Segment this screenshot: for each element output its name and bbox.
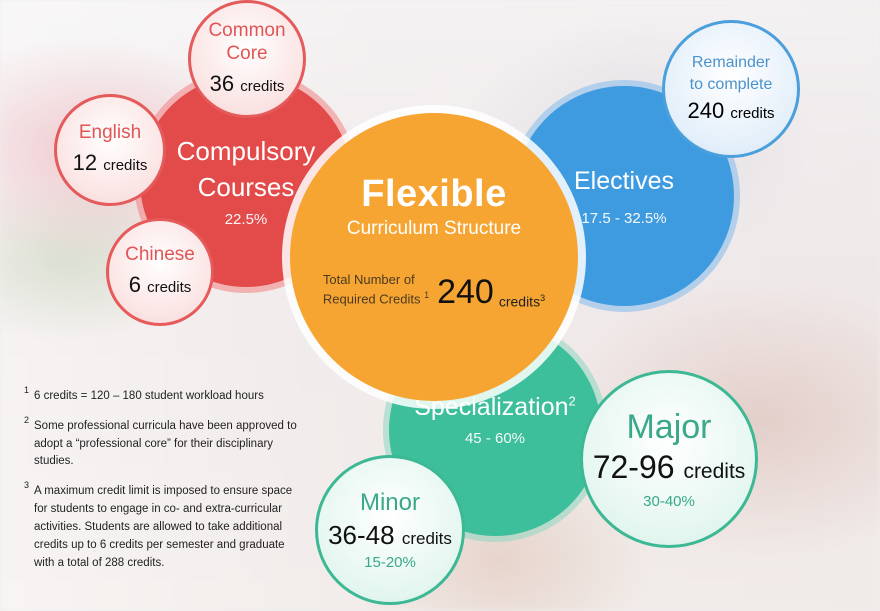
common-core-credits: 36 credits	[210, 70, 285, 99]
center-title: Flexible	[361, 172, 507, 215]
minor-percent: 15-20%	[364, 554, 416, 572]
footnote-2-number: 2	[24, 414, 30, 425]
electives-percent: 17.5 - 32.5%	[581, 210, 667, 228]
remainder-credit-value: 240	[687, 98, 725, 124]
major-percent: 30-40%	[643, 492, 695, 510]
total-unit-footnote-ref: 3	[540, 292, 546, 303]
chinese-credit-value: 6	[128, 272, 141, 298]
common-core-credit-unit: credits	[240, 77, 285, 95]
electives-title: Electives	[573, 166, 675, 195]
total-label-footnote-ref: 1	[424, 290, 430, 301]
remainder-credits: 240 credits	[687, 97, 774, 126]
total-credits-unit-wrap: credits3	[499, 293, 545, 310]
english-credits: 12 credits	[73, 149, 148, 178]
compulsory-title-line1: Compulsory	[176, 136, 316, 167]
compulsory-title-line2: Courses	[197, 171, 295, 202]
total-label-line1: Total Number of	[322, 271, 415, 287]
total-credits-unit: credits	[498, 293, 541, 310]
total-credits-row: Total Number of Required Credits 1 240 c…	[323, 270, 545, 309]
footnote-1-number: 1	[24, 385, 30, 395]
common-core-title: Common Core	[208, 19, 286, 64]
minor-credit-value: 36-48	[328, 519, 395, 550]
major-credits: 72-96 credits	[593, 447, 746, 489]
major-title: Major	[626, 408, 712, 447]
english-circle: English 12 credits	[54, 94, 166, 206]
total-label-line2-wrap: Required Credits 1	[323, 289, 429, 309]
footnote-3-number: 3	[24, 480, 30, 491]
chinese-title: Chinese	[125, 244, 195, 266]
remainder-circle: Remainder to complete 240 credits	[662, 20, 800, 158]
major-circle: Major 72-96 credits 30-40%	[580, 370, 758, 548]
major-credit-unit: credits	[683, 460, 746, 484]
common-core-circle: Common Core 36 credits	[188, 0, 306, 118]
footnote-2: 2 Some professional curricula have been …	[24, 415, 304, 471]
footnote-3-text: A maximum credit limit is imposed to ens…	[34, 485, 293, 569]
total-credits-value: 240	[437, 273, 494, 312]
minor-title: Minor	[359, 488, 420, 516]
minor-credit-unit: credits	[401, 528, 452, 548]
center-subtitle: Curriculum Structure	[346, 217, 522, 239]
footnote-3: 3 A maximum credit limit is imposed to e…	[24, 480, 304, 572]
chinese-credits: 6 credits	[129, 271, 192, 300]
english-credit-value: 12	[72, 150, 98, 176]
remainder-title-line1: Remainder	[691, 54, 771, 72]
minor-credits: 36-48 credits	[328, 519, 452, 553]
footnote-1-text: 6 credits = 120 – 180 student workload h…	[34, 390, 264, 402]
english-title: English	[78, 122, 142, 144]
compulsory-percent: 22.5%	[224, 210, 268, 228]
footnotes: 1 6 credits = 120 – 180 student workload…	[24, 385, 304, 584]
chinese-credit-unit: credits	[147, 279, 192, 297]
total-label-line2: Required Credits	[322, 291, 421, 307]
minor-circle: Minor 36-48 credits 15-20%	[315, 455, 465, 605]
total-credits-label: Total Number of Required Credits 1	[323, 270, 429, 309]
major-credit-value: 72-96	[592, 449, 675, 486]
chinese-circle: Chinese 6 credits	[106, 218, 214, 326]
specialization-footnote-ref: 2	[568, 393, 576, 409]
remainder-credit-unit: credits	[730, 105, 775, 123]
remainder-title-line2: to complete	[689, 75, 773, 93]
footnote-2-text: Some professional curricula have been ap…	[34, 419, 297, 468]
flexible-curriculum-circle: Flexible Curriculum Structure Total Numb…	[290, 113, 578, 401]
english-credit-unit: credits	[103, 157, 148, 175]
common-core-credit-value: 36	[209, 70, 235, 96]
specialization-percent: 45 - 60%	[464, 430, 526, 447]
footnote-1: 1 6 credits = 120 – 180 student workload…	[24, 385, 304, 406]
